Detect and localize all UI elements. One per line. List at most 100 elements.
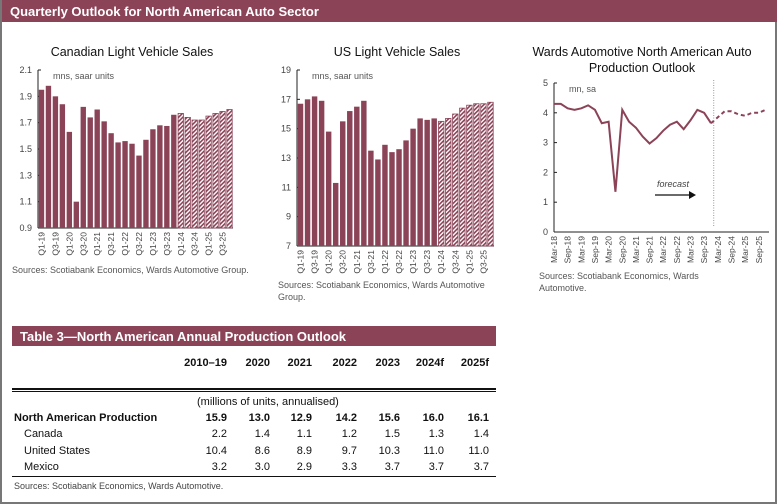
us-x-tick-label: Q1-19 xyxy=(296,250,306,274)
wards-unit-label: mn, sa xyxy=(569,84,596,94)
wards-y-tick-label: 2 xyxy=(543,167,548,177)
canada-x-tick-label: Q3-21 xyxy=(106,232,116,256)
canada-x-tick-label: Q1-22 xyxy=(120,232,130,256)
canada-bar-Q3-22 xyxy=(136,155,142,228)
canada-x-tick-label: Q3-22 xyxy=(134,232,144,256)
wards-y-tick-label: 0 xyxy=(543,227,548,237)
source-wards: Sources: Scotiabank Economics, Wards Aut… xyxy=(539,271,699,293)
us-x-tick-label: Q1-24 xyxy=(436,250,446,274)
wards-y-tick-label: 1 xyxy=(543,197,548,207)
canada-bar-Q1-20 xyxy=(66,131,73,228)
wards-x-tick-label: Sep-23 xyxy=(699,236,709,264)
us-bar-Q1-24 xyxy=(438,120,445,247)
wards-x-tick-label: Sep-21 xyxy=(645,236,655,264)
us-y-tick-label: 13 xyxy=(281,153,291,163)
canada-bar-Q4-19 xyxy=(59,104,66,228)
row-label: Mexico xyxy=(24,460,59,473)
us-bar-Q2-19 xyxy=(304,99,311,246)
canada-x-tick-label: Q3-24 xyxy=(190,232,200,256)
canada-bar-Q2-21 xyxy=(101,121,107,228)
us-x-tick-label: Q1-21 xyxy=(352,250,362,274)
column-header: 2023 xyxy=(375,357,400,369)
table-cell: 2.2 xyxy=(211,428,227,441)
canada-x-tick-label: Q3-25 xyxy=(218,232,228,256)
us-y-tick-label: 11 xyxy=(282,182,291,192)
table-cell: 3.7 xyxy=(384,460,400,473)
us-y-tick-label: 7 xyxy=(286,241,291,251)
wards-y-tick-label: 5 xyxy=(543,78,548,88)
table-bottom-rule xyxy=(12,476,496,477)
table-title: Table 3—North American Annual Production… xyxy=(12,326,496,346)
us-bar-Q4-24 xyxy=(459,107,466,247)
us-x-tick-label: Q3-24 xyxy=(450,250,460,274)
us-bar-Q3-22 xyxy=(396,149,402,246)
canada-bar-Q4-21 xyxy=(115,142,121,228)
canada-bar-Q3-23 xyxy=(164,125,170,228)
canada-x-tick-label: Q3-23 xyxy=(162,232,172,256)
us-bar-Q4-22 xyxy=(403,140,409,246)
table-cell: 3.7 xyxy=(473,460,489,473)
table-cell: 16.1 xyxy=(467,412,489,424)
table-cell: 1.2 xyxy=(341,428,357,441)
wards-x-tick-label: Mar-21 xyxy=(631,236,641,263)
us-bar-Q2-25 xyxy=(473,103,480,247)
us-bar-Q2-22 xyxy=(389,152,395,246)
canada-y-tick-label: 0.9 xyxy=(19,223,32,233)
canada-bar-Q4-24 xyxy=(198,119,205,229)
us-bar-Q1-20 xyxy=(325,131,332,246)
us-y-tick-label: 19 xyxy=(281,65,291,75)
wards-forecast-arrowhead xyxy=(689,191,696,199)
column-header: 2010–19 xyxy=(184,357,227,369)
table-cell: 13.0 xyxy=(248,412,270,424)
row-label: Canada xyxy=(24,428,63,441)
us-bar-Q4-19 xyxy=(318,100,325,246)
chart-title-canada: Canadian Light Vehicle Sales xyxy=(50,45,214,59)
table-cell: 2.9 xyxy=(296,460,312,473)
us-unit-label: mns, saar units xyxy=(312,71,374,81)
wards-x-tick-label: Sep-25 xyxy=(754,236,764,264)
us-bar-Q4-21 xyxy=(375,159,381,246)
canada-y-tick-label: 1.9 xyxy=(19,91,32,101)
us-bar-Q3-24 xyxy=(452,113,459,247)
source-us: Sources: Scotiabank Economics, Wards Aut… xyxy=(278,280,485,302)
wards-x-tick-label: Sep-22 xyxy=(672,236,682,264)
us-bar-Q4-25 xyxy=(487,101,494,247)
canada-x-tick-label: Q3-19 xyxy=(50,232,60,256)
table-cell: 3.2 xyxy=(211,460,227,473)
wards-y-tick-label: 4 xyxy=(543,108,548,118)
canada-bar-Q3-21 xyxy=(108,133,114,228)
canada-x-tick-label: Q1-24 xyxy=(176,232,186,256)
us-x-tick-label: Q3-25 xyxy=(478,250,488,274)
canada-bar-Q4-23 xyxy=(171,114,177,228)
section-header: Quarterly Outlook for North American Aut… xyxy=(2,0,777,22)
table-cell: 1.5 xyxy=(384,428,400,441)
us-x-tick-label: Q3-22 xyxy=(394,250,404,274)
canada-y-tick-label: 1.7 xyxy=(19,118,32,128)
table-cell: 8.6 xyxy=(254,444,270,457)
us-bar-Q4-23 xyxy=(431,118,437,246)
column-header: 2025f xyxy=(460,357,489,369)
canada-bar-Q1-23 xyxy=(150,129,156,228)
column-header: 2024f xyxy=(415,357,444,369)
us-bar-Q2-24 xyxy=(445,118,452,247)
table-cell: 15.9 xyxy=(205,412,227,424)
column-header: 2022 xyxy=(332,357,357,369)
us-x-tick-label: Q1-22 xyxy=(380,250,390,274)
units-label: (millions of units, annualised) xyxy=(197,396,339,408)
canada-y-tick-label: 1.5 xyxy=(19,144,32,154)
canada-bar-Q1-22 xyxy=(122,141,128,228)
canada-bar-Q1-24 xyxy=(177,113,184,229)
us-bar-Q3-23 xyxy=(424,119,430,246)
wards-x-tick-label: Sep-19 xyxy=(590,236,600,264)
canada-bar-Q1-21 xyxy=(94,109,100,228)
canada-bar-Q4-22 xyxy=(143,139,149,228)
table-cell: 9.7 xyxy=(341,444,357,457)
canada-x-tick-label: Q1-25 xyxy=(204,232,214,256)
canada-bar-Q3-19 xyxy=(52,96,59,228)
table-cell: 11.0 xyxy=(423,444,444,457)
canada-bar-Q4-20 xyxy=(87,117,93,228)
us-x-tick-label: Q1-23 xyxy=(408,250,418,274)
wards-x-tick-label: Mar-23 xyxy=(686,236,696,263)
table-cell: 10.3 xyxy=(378,444,400,457)
chart-title-wards: Wards Automotive North American Auto Pro… xyxy=(532,45,752,75)
